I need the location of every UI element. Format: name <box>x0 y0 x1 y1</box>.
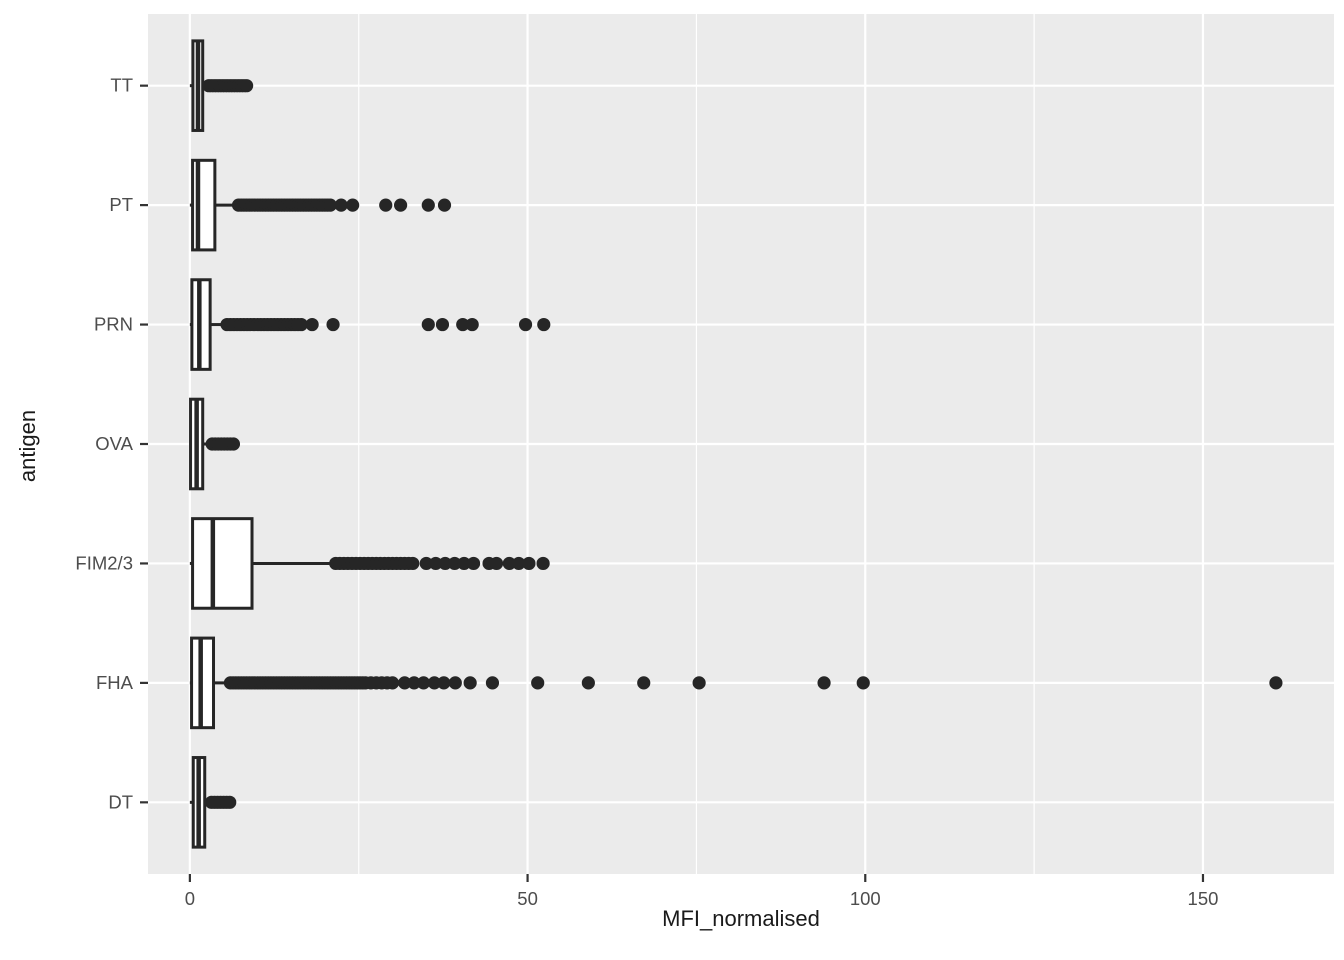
x-tick-label: 50 <box>517 888 538 909</box>
outlier-point-FHA <box>581 676 595 690</box>
outlier-point-FIM2-3 <box>536 556 550 571</box>
outlier-point-FHA <box>856 676 870 690</box>
outlier-point-FHA <box>817 676 831 690</box>
y-axis-title: antigen <box>15 409 40 483</box>
outlier-point-PT <box>437 198 452 212</box>
y-tick-label-OVA: OVA <box>95 433 133 454</box>
outlier-point-TT <box>240 79 254 93</box>
outlier-point-FHA <box>448 676 462 690</box>
outlier-point-FIM2-3 <box>502 556 516 571</box>
outlier-point-PRN <box>305 317 319 332</box>
outlier-point-FIM2-3 <box>522 556 536 571</box>
outlier-point-PT <box>421 198 435 212</box>
outlier-point-FHA <box>398 676 412 690</box>
outlier-point-PRN <box>326 317 340 332</box>
outlier-point-FIM2-3 <box>448 556 462 571</box>
outlier-point-FHA <box>485 676 500 690</box>
outlier-point-PT <box>379 198 393 212</box>
outlier-point-FIM2-3 <box>429 556 443 571</box>
outlier-point-FHA <box>531 676 545 690</box>
y-tick-label-FHA: FHA <box>96 672 134 693</box>
outlier-point-FIM2-3 <box>512 556 526 571</box>
outlier-point-OVA <box>226 437 241 451</box>
outlier-point-FHA <box>407 676 421 690</box>
y-tick-label-TT: TT <box>110 75 133 96</box>
outlier-point-PT <box>393 198 408 212</box>
outlier-point-FHA <box>637 676 651 690</box>
outlier-point-DT <box>223 795 237 809</box>
outlier-point-FIM2-3 <box>489 556 504 571</box>
y-tick-label-FIM2-3: FIM2/3 <box>75 552 133 573</box>
outlier-point-PRN <box>465 317 479 332</box>
y-tick-label-PT: PT <box>109 194 133 215</box>
outlier-point-PRN <box>435 317 450 332</box>
outlier-point-PT <box>334 198 348 212</box>
outlier-point-FIM2-3 <box>419 556 433 571</box>
x-tick-label: 0 <box>185 888 195 909</box>
outlier-point-FIM2-3 <box>438 556 452 571</box>
outlier-point-PT <box>346 198 360 212</box>
box-FIM2-3 <box>191 517 254 610</box>
x-tick-label: 100 <box>850 888 881 909</box>
outlier-point-PRN <box>294 317 308 332</box>
x-tick-label: 150 <box>1188 888 1219 909</box>
outlier-point-FHA <box>385 676 400 690</box>
outlier-point-PRN <box>537 317 551 332</box>
outlier-point-FIM2-3 <box>457 556 471 571</box>
outlier-point-FHA <box>1269 676 1283 690</box>
y-tick-label-PRN: PRN <box>94 314 133 335</box>
outlier-point-FIM2-3 <box>406 556 420 571</box>
outlier-point-FHA <box>692 676 706 690</box>
outlier-point-PRN <box>421 317 435 332</box>
outlier-point-PRN <box>456 317 470 332</box>
y-tick-label-DT: DT <box>108 791 133 812</box>
outlier-point-FHA <box>416 676 431 690</box>
outlier-point-PRN <box>518 317 533 332</box>
outlier-point-FHA <box>463 676 477 690</box>
outlier-point-FHA <box>427 676 441 690</box>
outlier-point-FHA <box>437 676 451 690</box>
outlier-point-PT <box>323 198 337 212</box>
outlier-point-FIM2-3 <box>466 556 481 571</box>
x-axis-title: MFI_normalised <box>662 906 820 931</box>
